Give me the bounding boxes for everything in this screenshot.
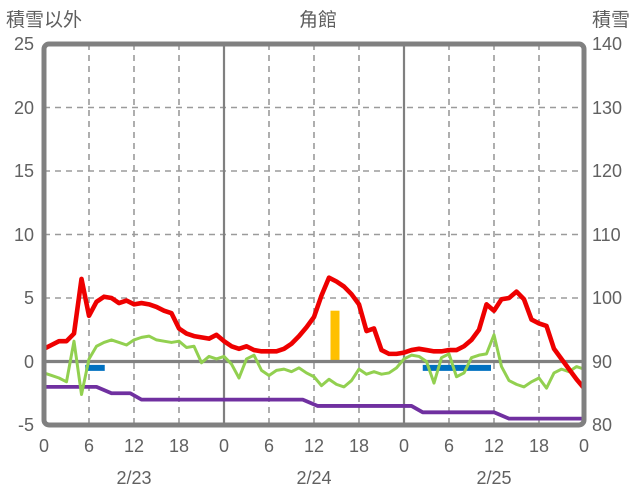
x-axis-hour-tick-label: 6 (83, 436, 94, 456)
x-axis-hour-tick-label: 0 (578, 436, 589, 456)
y-axis-left-tick-label: 10 (13, 224, 34, 245)
chart-frame (41, 41, 587, 428)
x-axis-hour-tick-label: 6 (263, 436, 274, 456)
red-line (41, 275, 587, 391)
left-axis-title: 積雪以外 (6, 10, 83, 31)
x-axis-hour-tick-label: 0 (38, 436, 49, 456)
x-axis-date-label: 2/24 (296, 468, 332, 488)
y-axis-right-tick-label: 140 (592, 34, 623, 54)
x-axis-hour-tick-label: 12 (483, 436, 505, 456)
x-axis-date-label: 2/25 (476, 468, 512, 488)
y-axis-right-tick-label: 90 (592, 351, 613, 372)
right-axis-title: 積雪 (591, 10, 630, 31)
y-axis-left-tick-label: 15 (13, 161, 34, 181)
x-axis-hour-tick-label: 0 (398, 436, 409, 456)
y-axis-right-tick-label: 120 (592, 161, 623, 181)
y-axis-left-tick-label: -5 (17, 415, 34, 435)
snow-depth-line (42, 384, 586, 421)
y-axis-left-tick-label: 25 (13, 34, 34, 54)
x-axis-hour-tick-label: 6 (443, 436, 454, 456)
x-axis-hour-tick-label: 12 (303, 436, 325, 456)
x-axis-date-label: 2/23 (116, 468, 152, 488)
chart-title: 角館 (298, 10, 337, 31)
y-axis-left-tick-label: 20 (13, 97, 34, 118)
x-axis-hour-tick-label: 18 (348, 436, 370, 456)
x-axis-hour-tick-label: 12 (123, 436, 145, 456)
x-axis-hour-tick-label: 0 (218, 436, 229, 456)
y-axis-left-tick-label: 0 (23, 351, 34, 372)
green-line (42, 333, 586, 397)
y-axis-right-tick-label: 80 (592, 415, 613, 435)
y-axis-left-tick-label: 5 (23, 288, 34, 308)
yellow-bar (330, 310, 340, 362)
y-axis-right-tick-label: 100 (592, 288, 623, 308)
x-axis-hour-tick-label: 18 (168, 436, 190, 456)
x-axis-hour-tick-label: 18 (528, 436, 550, 456)
y-axis-right-tick-label: 130 (592, 97, 623, 118)
y-axis-right-tick-label: 110 (592, 224, 621, 245)
